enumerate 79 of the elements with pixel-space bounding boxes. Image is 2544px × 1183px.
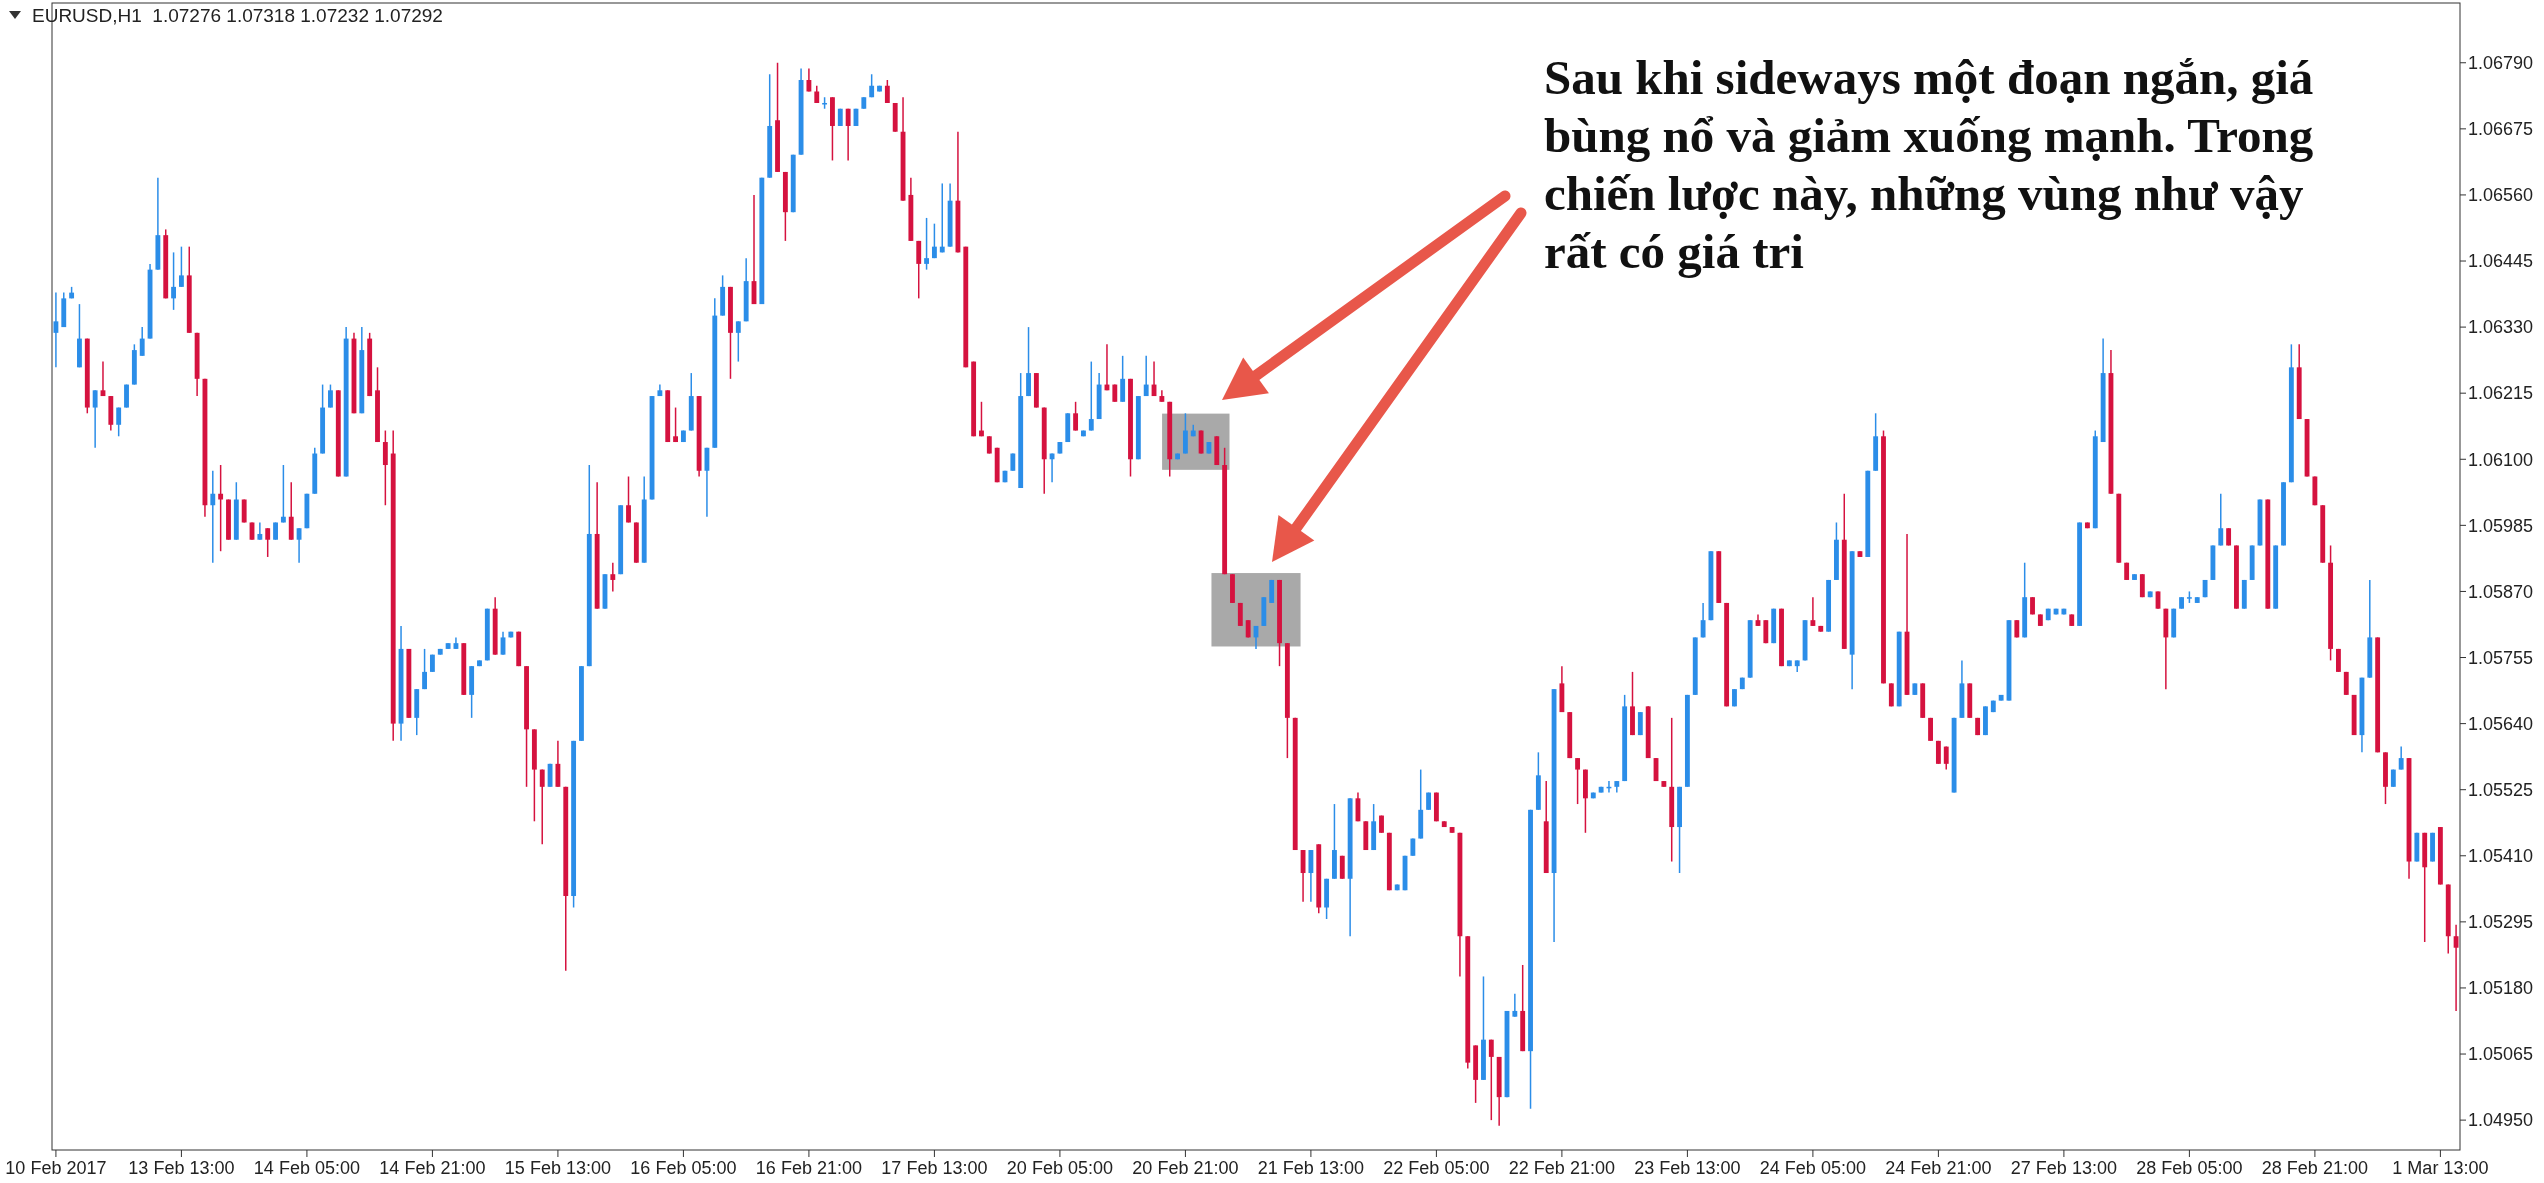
x-tick-label: 24 Feb 05:00: [1759, 1158, 1866, 1178]
candlestick: [1700, 602, 1706, 639]
x-tick-label: 1 Mar 13:00: [2392, 1158, 2489, 1178]
y-tick-label: 1.05180: [2468, 978, 2534, 999]
y-tick-label: 1.06330: [2468, 317, 2534, 338]
candlestick: [2398, 745, 2404, 771]
candlestick: [139, 326, 145, 357]
x-tick-label: 28 Feb 05:00: [2136, 1158, 2243, 1178]
candlestick: [210, 470, 216, 564]
candlestick: [1575, 757, 1581, 805]
candlestick: [1512, 992, 1518, 1018]
candlestick: [931, 222, 937, 259]
chart-title: EURUSD,H1 1.07276 1.07318 1.07232 1.07292: [32, 5, 443, 26]
y-tick-label: 1.05985: [2468, 515, 2534, 536]
candlestick: [735, 320, 741, 363]
y-tick-label: 1.05065: [2468, 1044, 2534, 1065]
x-tick-label: 17 Feb 13:00: [881, 1158, 988, 1178]
candlestick: [1073, 401, 1079, 432]
y-tick-label: 1.06215: [2468, 383, 2534, 404]
y-tick-label: 1.04950: [2468, 1110, 2534, 1131]
y-tick-label: 1.06560: [2468, 185, 2534, 206]
x-tick-label: 22 Feb 05:00: [1383, 1158, 1490, 1178]
candlestick: [539, 768, 545, 846]
candlestick: [257, 521, 263, 541]
annotation: Sau khi sideways một đoạn ngắn, giá bùng nổ và giảm xuống mạnh. Trong chiến lược này, những vùng như vậy rất có giá tri: [1544, 50, 2314, 279]
candlestick: [171, 251, 177, 311]
candlestick: [1182, 412, 1188, 455]
y-tick-label: 1.05640: [2468, 713, 2534, 734]
y-tick-label: 1.06790: [2468, 53, 2534, 74]
candlestick: [1088, 360, 1094, 432]
candlestick: [2453, 923, 2459, 1012]
y-tick-label: 1.06100: [2468, 449, 2534, 470]
candlestick: [1810, 596, 1816, 627]
candlestick: [555, 740, 561, 788]
candlestick: [178, 245, 184, 288]
y-tick-label: 1.05870: [2468, 581, 2534, 602]
candlestick: [626, 475, 631, 524]
candlestick: [673, 406, 678, 443]
candlestick: [53, 291, 59, 369]
x-tick-label: 28 Feb 21:00: [2261, 1158, 2368, 1178]
x-tick-label: 20 Feb 21:00: [1132, 1158, 1239, 1178]
candlestick: [265, 527, 271, 558]
x-tick-label: 16 Feb 05:00: [630, 1158, 737, 1178]
candlestick: [116, 406, 122, 438]
y-tick-label: 1.05525: [2468, 779, 2534, 800]
candlestick: [1308, 849, 1314, 903]
x-tick-label: 23 Feb 13:00: [1634, 1158, 1741, 1178]
candlestick: [328, 383, 333, 409]
y-tick-label: 1.06675: [2468, 119, 2534, 140]
candlestick: [1026, 326, 1031, 397]
x-tick-label: 27 Feb 13:00: [2010, 1158, 2117, 1178]
x-tick-label: 21 Feb 13:00: [1257, 1158, 1364, 1178]
candlestick: [845, 107, 851, 162]
candlestick: [1120, 355, 1126, 403]
candlestick: [422, 648, 428, 690]
candlestick: [884, 79, 890, 104]
candlestick: [288, 481, 294, 541]
y-tick-label: 1.05410: [2468, 846, 2534, 867]
candlestick: [382, 429, 388, 506]
candlestick: [916, 240, 922, 300]
candlestick: [2218, 493, 2224, 547]
x-tick-label: 24 Feb 21:00: [1885, 1158, 1992, 1178]
candlestick: [92, 389, 98, 449]
x-tick-label: 22 Feb 21:00: [1508, 1158, 1615, 1178]
x-tick-label: 13 Feb 13:00: [128, 1158, 235, 1178]
candlestick: [610, 561, 616, 593]
candlestick: [924, 217, 929, 271]
y-tick-label: 1.06445: [2468, 251, 2534, 272]
x-tick-label: 20 Feb 05:00: [1006, 1158, 1113, 1178]
candlestick: [1143, 355, 1149, 397]
x-tick-label: 15 Feb 13:00: [504, 1158, 611, 1178]
x-tick-label: 10 Feb 2017: [5, 1158, 107, 1178]
x-tick-label: 14 Feb 21:00: [379, 1158, 486, 1178]
x-tick-label: 16 Feb 21:00: [755, 1158, 862, 1178]
y-tick-label: 1.05755: [2468, 647, 2534, 668]
candlestick: [296, 527, 302, 564]
x-tick-label: 14 Feb 05:00: [253, 1158, 360, 1178]
y-tick-label: 1.05295: [2468, 912, 2534, 933]
candlestick: [1488, 1038, 1494, 1121]
